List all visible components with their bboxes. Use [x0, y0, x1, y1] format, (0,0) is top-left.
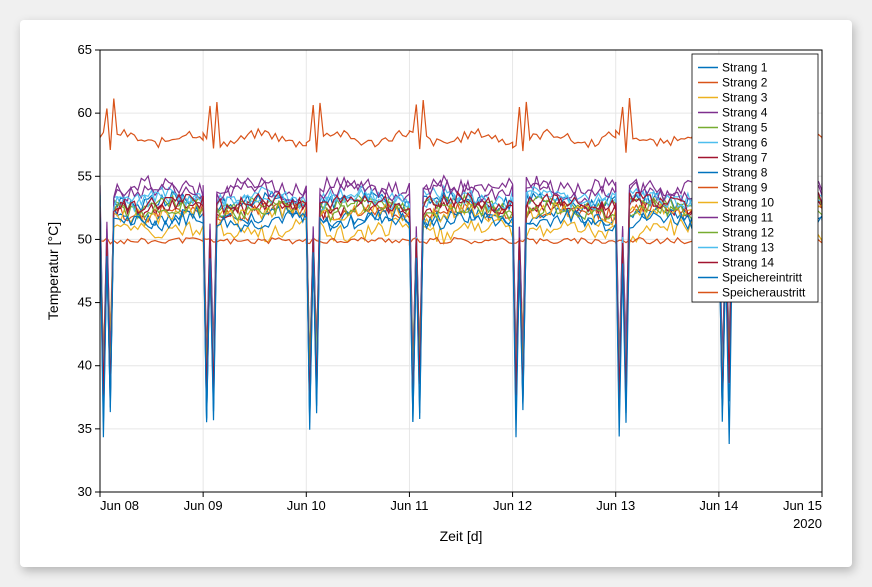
chart-container: 30 35 40 45 50 55 60 65 Jun 08 Jun 09 Jun 10 Jun 11…	[20, 20, 852, 567]
svg-text:Jun 12: Jun 12	[493, 498, 532, 513]
legend-label: Strang 3	[722, 91, 768, 105]
legend-label: Strang 7	[722, 151, 768, 165]
x-axis-label: Zeit [d]	[440, 528, 483, 544]
svg-text:Jun 09: Jun 09	[184, 498, 223, 513]
legend-label: Strang 11	[722, 211, 773, 225]
svg-text:50: 50	[78, 231, 92, 246]
svg-text:45: 45	[78, 295, 92, 310]
legend-label: Strang 1	[722, 61, 768, 75]
legend-label: Strang 5	[722, 121, 768, 135]
y-axis-label: Temperatur [°C]	[45, 222, 61, 320]
legend-label: Strang 12	[722, 226, 774, 240]
svg-text:Jun 10: Jun 10	[287, 498, 326, 513]
svg-text:2020: 2020	[793, 516, 822, 531]
legend-label: Strang 10	[722, 196, 774, 210]
svg-text:Jun 11: Jun 11	[390, 498, 428, 513]
legend-label: Strang 8	[722, 166, 768, 180]
svg-text:Jun 13: Jun 13	[596, 498, 635, 513]
legend-label: Strang 2	[722, 76, 768, 90]
legend: Strang 1Strang 2Strang 3Strang 4Strang 5…	[692, 54, 818, 302]
svg-text:40: 40	[78, 358, 92, 373]
svg-text:Jun 14: Jun 14	[699, 498, 738, 513]
line-chart: 30 35 40 45 50 55 60 65 Jun 08 Jun 09 Jun 10 Jun 11…	[40, 40, 832, 547]
legend-label: Speicheraustritt	[722, 286, 806, 300]
legend-label: Strang 14	[722, 256, 774, 270]
svg-text:55: 55	[78, 168, 92, 183]
legend-label: Strang 4	[722, 106, 768, 120]
svg-text:Jun 15: Jun 15	[783, 498, 822, 513]
legend-label: Speichereintritt	[722, 271, 803, 285]
legend-label: Strang 6	[722, 136, 768, 150]
legend-label: Strang 9	[722, 181, 768, 195]
svg-text:Jun 08: Jun 08	[100, 498, 139, 513]
svg-text:35: 35	[78, 421, 92, 436]
svg-text:65: 65	[78, 42, 92, 57]
svg-text:60: 60	[78, 105, 92, 120]
svg-text:30: 30	[78, 484, 92, 499]
legend-label: Strang 13	[722, 241, 774, 255]
